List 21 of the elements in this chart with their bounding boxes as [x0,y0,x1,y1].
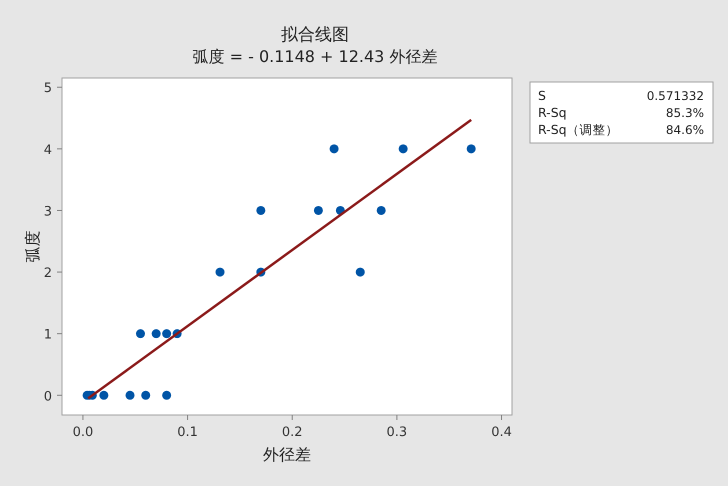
text: 84.6% [666,123,704,137]
y-tick-label: 4 [44,142,52,158]
y-tick-label: 5 [44,81,52,96]
chart-title: 拟合线图 [281,25,349,45]
x-tick-label: 0.2 [282,425,303,440]
x-tick-label: 0.0 [72,425,94,440]
text: R-Sq [538,105,567,120]
text: 0.571332 [646,89,704,103]
x-tick-label: 0.3 [386,425,408,440]
text: S [538,88,546,103]
x-tick-label: 0.1 [177,425,198,440]
y-tick-label: 3 [44,204,52,220]
y-tick-label: 2 [44,266,52,282]
chart-subtitle: 弧度 = - 0.1148 + 12.43 外径差 [192,47,438,66]
text: R-Sq（调整） [538,122,619,137]
x-axis-title: 外径差 [263,445,311,464]
y-axis-title: 弧度 [23,230,42,262]
x-tick-label: 0.4 [491,425,512,440]
text: 85.3% [666,106,704,120]
y-tick-label: 0 [44,389,52,404]
y-tick-label: 1 [44,328,52,343]
